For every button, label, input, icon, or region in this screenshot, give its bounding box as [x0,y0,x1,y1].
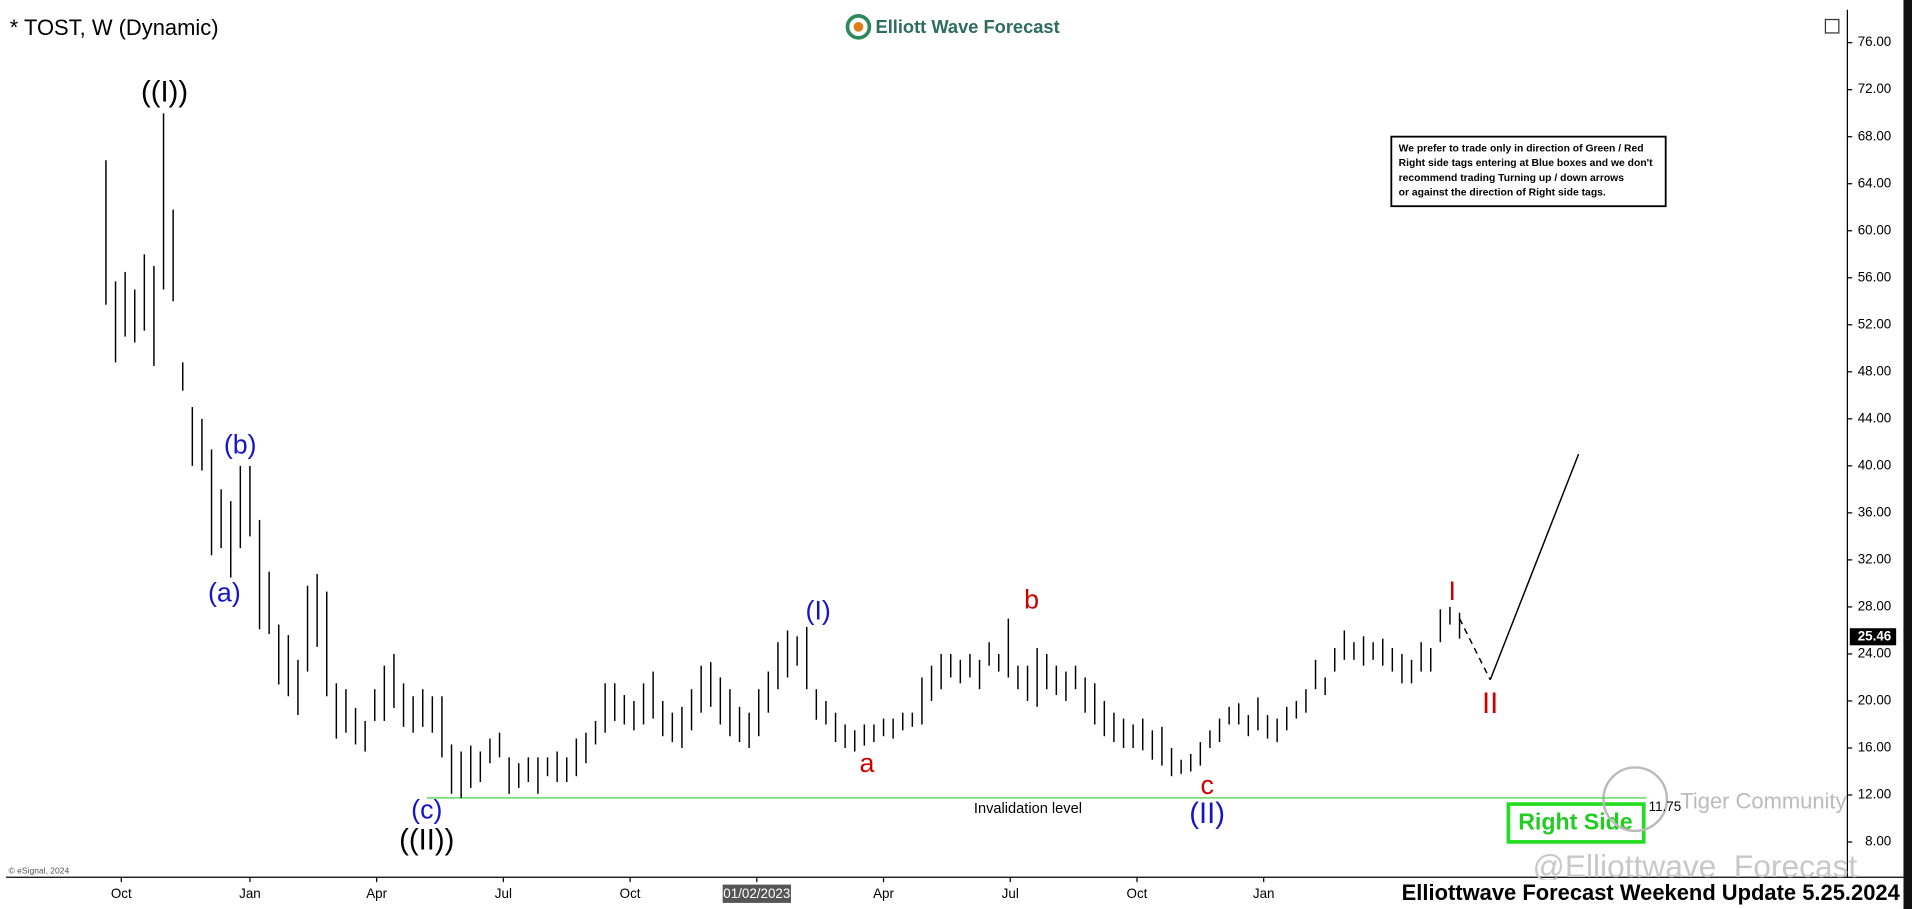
y-tick-label: 68.00 [1858,128,1892,143]
watermark: @Elliottwave_Forecast [1533,848,1858,884]
note-line: We prefer to trade only in direction of … [1399,144,1644,155]
y-tick-label: 40.00 [1858,457,1892,472]
wave-label: (b) [224,430,257,460]
y-tick-label: 36.00 [1858,504,1892,519]
note-line: Right side tags entering at Blue boxes a… [1399,158,1653,169]
frame-right [1903,0,1912,909]
logo-icon-core [853,21,864,32]
y-tick-label: 72.00 [1858,81,1892,96]
y-tick-label: 44.00 [1858,410,1892,425]
wave-label: II [1482,688,1498,720]
x-tick-label: Oct [620,886,641,901]
note-line: or against the direction of Right side t… [1399,188,1606,199]
x-tick-label: Jul [1002,886,1019,901]
wave-label: c [1200,770,1213,800]
right-side-text: Right Side [1518,809,1633,835]
wave-label: b [1024,585,1039,615]
projection-line [1458,618,1491,681]
x-tick-highlight [722,884,791,903]
wave-label: (II) [1189,798,1225,830]
note-line: recommend trading Turning up / down arro… [1399,173,1625,184]
y-tick-label: 12.00 [1858,787,1892,802]
window-button[interactable] [1824,18,1840,34]
y-tick-label: 60.00 [1858,222,1892,237]
footer-background [1381,879,1904,909]
wave-label: (a) [208,577,241,607]
y-tick-label: 64.00 [1858,175,1892,190]
y-tick-label: 16.00 [1858,740,1892,755]
note-frame [1390,135,1667,208]
x-tick-label: Apr [366,886,387,901]
copyright: © eSignal, 2024 [9,865,70,875]
y-tick-label: 24.00 [1858,645,1892,660]
x-tick-label: 01/02/2023 [723,886,790,901]
y-tick-label: 8.00 [1865,834,1891,849]
x-tick-label: Oct [1127,886,1148,901]
community-logo [1602,766,1669,833]
right-side-tag: Right Side [1506,802,1646,844]
y-tick-label: 20.00 [1858,692,1892,707]
wave-label: ((II)) [399,825,454,857]
wave-label: (I) [806,596,831,626]
wave-label: I [1449,576,1456,606]
community-name: Tiger Community [1680,789,1846,814]
y-tick-label: 28.00 [1858,598,1892,613]
brand-name: Elliott Wave Forecast [876,16,1060,37]
projection-line [1489,453,1580,681]
wave-label: a [860,748,875,778]
y-tick-label: 56.00 [1858,269,1892,284]
x-tick-label: Jan [239,886,261,901]
invalidation-value: 11.75 [1649,799,1682,814]
y-tick-label: 52.00 [1858,316,1892,331]
wave-label: (c) [411,794,442,824]
last-price-tag [1849,628,1897,646]
y-tick-label: 32.00 [1858,551,1892,566]
x-tick-label: Jan [1253,886,1275,901]
chart-title: * TOST, W (Dynamic) [10,15,219,40]
right-side-frame [1506,802,1646,844]
y-tick-label: 48.00 [1858,363,1892,378]
logo-icon [845,14,872,40]
note-box: We prefer to trade only in direction of … [1390,135,1667,208]
invalidation-label: Invalidation level [974,801,1082,817]
x-tick-label: Jul [495,886,512,901]
footer: Elliottwave Forecast Weekend Update 5.25… [1402,880,1901,905]
x-tick-label: Apr [873,886,894,901]
last-price-label: 25.46 [1858,628,1892,643]
brand-logo: Elliott Wave Forecast [845,14,1060,40]
wave-label: ((I)) [141,77,188,109]
x-tick-label: Oct [111,886,132,901]
y-tick-label: 76.00 [1858,34,1892,49]
